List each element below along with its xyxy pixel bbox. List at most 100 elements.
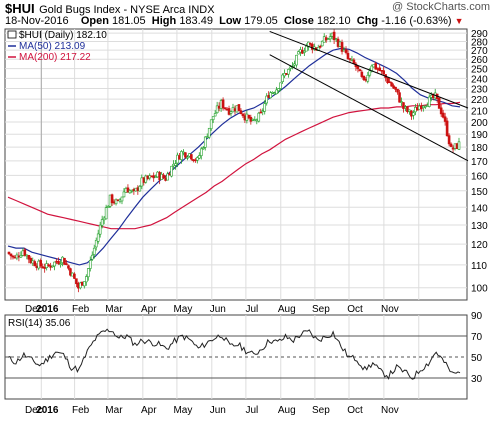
candle-body [328, 36, 332, 40]
rsi-x-tick-label: Apr [141, 405, 157, 416]
candle-body [348, 58, 352, 60]
candle-body [138, 186, 142, 192]
price-y-tick-label: 270 [471, 46, 488, 57]
rsi-x-tick-label: Nov [381, 405, 399, 416]
candle-body [275, 89, 278, 95]
price-y-tick-label: 210 [471, 106, 488, 117]
candle-body [439, 107, 443, 115]
candle-body [92, 247, 96, 255]
candle-body [259, 111, 263, 114]
candle-body [27, 255, 31, 260]
price-x-tick-label: Apr [141, 304, 157, 315]
price-y-ticks: 1001101201301401501601701801902002102202… [471, 29, 488, 295]
candle-body [67, 265, 70, 269]
candle-body [209, 119, 213, 129]
price-x-tick-label: Sep [312, 304, 330, 315]
candle-body [184, 152, 187, 158]
trend-channel [269, 30, 469, 162]
price-y-tick-label: 100 [471, 284, 488, 295]
candle-body [65, 263, 68, 265]
price-y-tick-label: 190 [471, 130, 488, 141]
candle-body [281, 74, 284, 82]
low-label: Low [219, 15, 242, 27]
watermark: @ StockCharts.com [392, 1, 490, 13]
index-name: Gold Bugs Index - NYSE Arca INDX [39, 4, 215, 16]
candle-body [402, 102, 405, 109]
rsi-y-tick-label: 90 [471, 311, 483, 322]
candle-body [86, 268, 90, 278]
candle-body [63, 257, 66, 265]
chart-header: $HUI Gold Bugs Index - NYSE Arca INDX @ … [0, 0, 496, 28]
price-y-tick-label: 200 [471, 118, 488, 129]
candle-body [441, 112, 445, 118]
channel-lower-line [269, 54, 469, 162]
candle-body [269, 92, 272, 99]
symbol: $HUI [5, 1, 35, 16]
candle-body [366, 74, 370, 82]
candle-body [51, 265, 54, 268]
candle-body [374, 63, 378, 70]
candle-body [69, 268, 72, 276]
candle-body [213, 113, 217, 117]
candle-body [346, 53, 350, 59]
candle-body [11, 255, 15, 258]
price-panel-frame [4, 28, 468, 301]
candle-body [287, 69, 290, 75]
candle-body [88, 260, 92, 269]
ma50-layer [7, 47, 461, 266]
candle-body [427, 96, 431, 107]
candle-body [386, 77, 389, 83]
candle-body [215, 105, 219, 114]
candle-body [162, 174, 165, 179]
candle-body [211, 116, 215, 120]
candle-body [144, 175, 148, 183]
close-label: Close [283, 15, 314, 27]
candle-body [390, 82, 393, 87]
candle-body [96, 233, 100, 242]
candle-body [279, 82, 282, 89]
candle-body [98, 224, 102, 235]
candle-body [406, 106, 409, 113]
candle-body [75, 278, 78, 285]
legend-rsi: RSI(14) 35.06 [8, 318, 71, 329]
price-y-tick-label: 250 [471, 65, 488, 76]
rsi-x-tick-label: Feb [72, 405, 90, 416]
candle-body [23, 249, 27, 256]
candle-body [263, 103, 267, 112]
candle-body [106, 206, 110, 208]
candle-body [237, 104, 241, 112]
candle-body [9, 253, 13, 257]
price-x-tick-label: Jul [245, 304, 258, 315]
candle-body [318, 45, 322, 48]
open-label: Open [80, 15, 109, 27]
candle-body [166, 173, 169, 181]
candle-body [33, 261, 37, 267]
candle-body [257, 112, 261, 122]
candle-body [358, 69, 362, 72]
candle-body [84, 276, 88, 283]
rsi-x-tick-label: May [173, 405, 192, 416]
candle-body [247, 114, 251, 119]
chg-value: -1.16 (-0.63%) [381, 15, 452, 27]
price-gridlines [5, 29, 467, 300]
rsi-x-tick-label: 2016 [36, 405, 59, 416]
price-x-tick-label: Feb [72, 304, 90, 315]
candle-body [196, 157, 199, 161]
rsi-layer [7, 328, 461, 380]
price-y-tick-label: 130 [471, 221, 488, 232]
candle-body [170, 165, 173, 177]
candle-body [388, 81, 391, 84]
legend-price-swatch [7, 30, 17, 39]
price-legend: $HUI (Daily) 182.10 MA(50) 213.09 MA(200… [7, 30, 107, 63]
candle-body [368, 70, 372, 76]
candle-body [344, 49, 348, 53]
rsi-x-tick-label: Oct [347, 405, 363, 416]
candle-body [110, 194, 114, 204]
candle-body [94, 239, 98, 248]
open-value: 181.05 [112, 15, 146, 27]
candle-body [378, 67, 382, 71]
price-y-tick-label: 280 [471, 37, 488, 48]
